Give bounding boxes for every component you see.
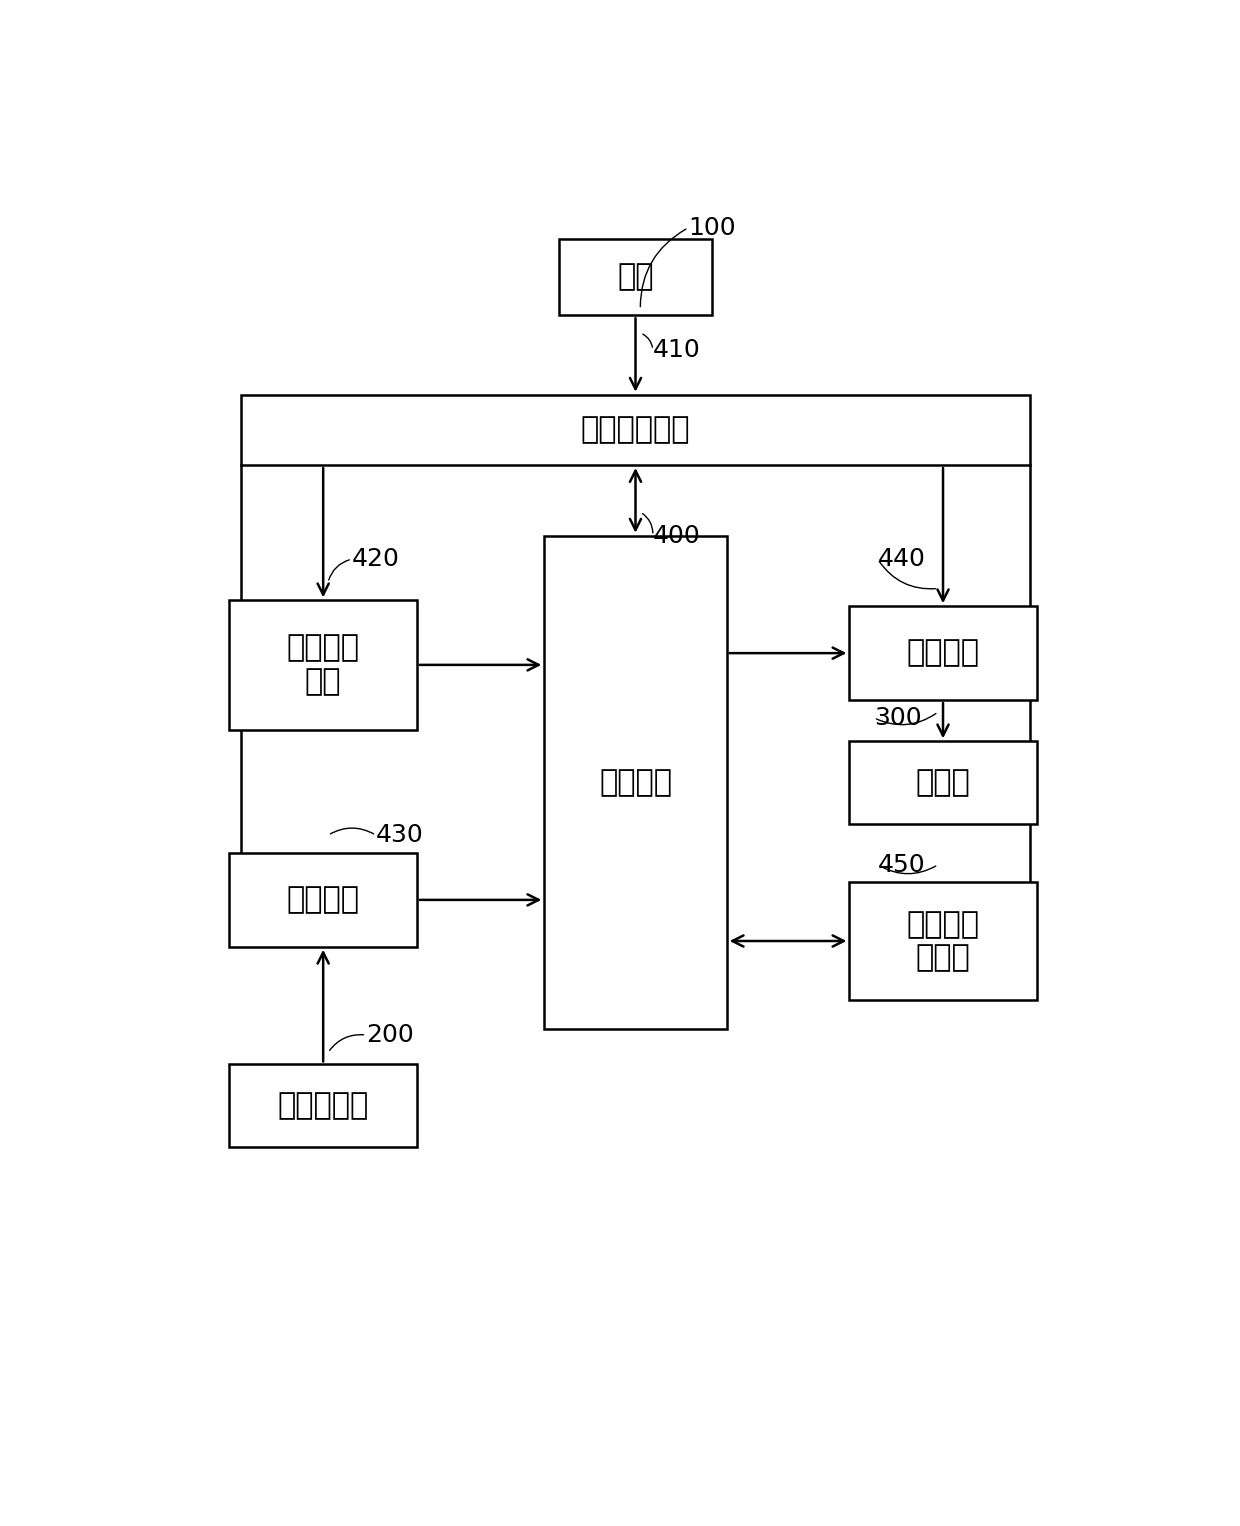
- Text: 执行器: 执行器: [915, 768, 971, 797]
- Text: 300: 300: [874, 705, 921, 729]
- Text: 450: 450: [878, 853, 925, 876]
- Bar: [558, 240, 712, 316]
- Text: 100: 100: [688, 215, 737, 240]
- Text: 电源: 电源: [618, 262, 653, 291]
- Text: 电源管理模块: 电源管理模块: [580, 415, 691, 444]
- Text: 410: 410: [652, 337, 701, 362]
- Text: 200: 200: [367, 1022, 414, 1047]
- Text: 430: 430: [376, 823, 424, 847]
- Text: 420: 420: [352, 548, 399, 571]
- Text: 数字流量计: 数字流量计: [278, 1091, 368, 1120]
- Text: 400: 400: [652, 523, 701, 548]
- Bar: [849, 606, 1037, 700]
- Bar: [849, 742, 1037, 824]
- Text: 控制模块: 控制模块: [599, 768, 672, 797]
- Bar: [229, 600, 417, 729]
- Text: 压力检测
模块: 压力检测 模块: [286, 633, 360, 696]
- Text: 通信模块: 通信模块: [286, 885, 360, 914]
- Bar: [544, 536, 727, 1029]
- Text: 440: 440: [878, 548, 925, 571]
- Text: 网络及定
位模块: 网络及定 位模块: [906, 909, 980, 972]
- Text: 驱动模块: 驱动模块: [906, 638, 980, 668]
- Bar: [242, 395, 1029, 465]
- Bar: [229, 853, 417, 946]
- Bar: [849, 882, 1037, 1000]
- Bar: [229, 1065, 417, 1146]
